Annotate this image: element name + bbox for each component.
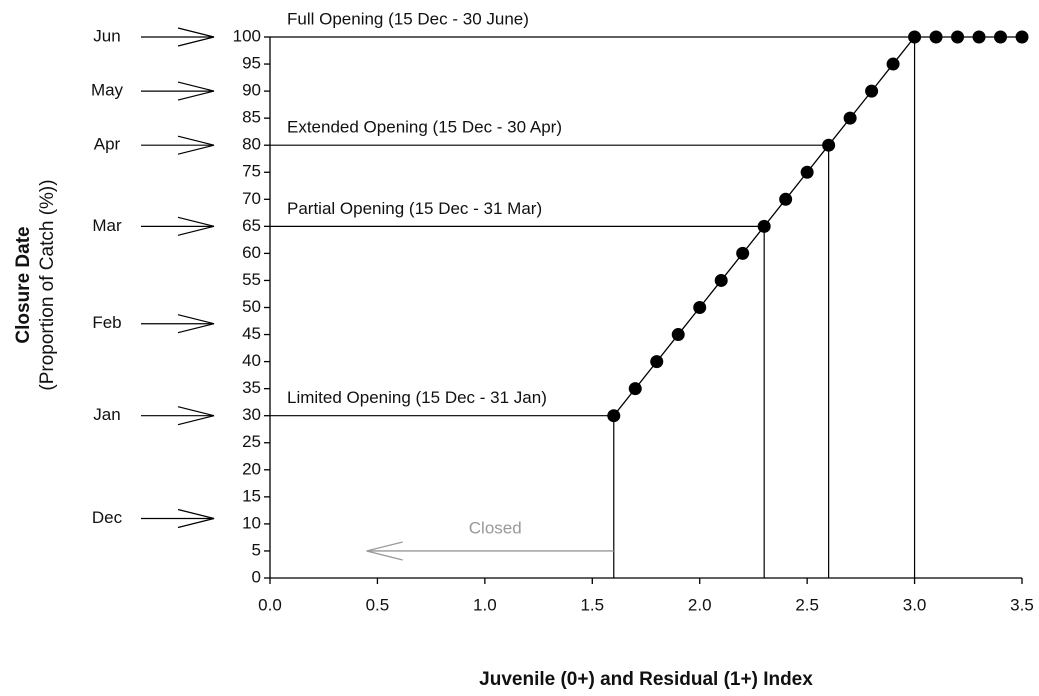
data-point	[1015, 30, 1029, 44]
data-point	[951, 30, 965, 44]
reference-label: Limited Opening (15 Dec - 31 Jan)	[287, 388, 547, 407]
data-point	[886, 57, 900, 71]
y-tick-label: 5	[252, 540, 261, 559]
reference-label: Full Opening (15 Dec - 30 June)	[287, 9, 529, 28]
y-tick-label: 100	[233, 26, 261, 45]
y-tick-label: 75	[242, 162, 261, 181]
y-tick-label: 65	[242, 216, 261, 235]
y-axis-subtitle: (Proportion of Catch (%))	[37, 179, 58, 390]
month-label: Jun	[93, 26, 120, 45]
data-point	[714, 273, 728, 287]
month-label: Feb	[92, 313, 121, 332]
month-arrowhead	[177, 216, 215, 236]
month-label: Jan	[93, 405, 120, 424]
data-point	[929, 30, 943, 44]
data-point	[779, 192, 793, 206]
data-point	[865, 84, 879, 98]
data-point	[736, 246, 750, 260]
closed-label: Closed	[469, 518, 522, 537]
y-tick-label: 10	[242, 513, 261, 532]
x-tick-label: 1.5	[580, 595, 604, 614]
reference-label: Extended Opening (15 Dec - 30 Apr)	[287, 118, 562, 137]
y-tick-label: 35	[242, 378, 261, 397]
closed-arrowhead	[366, 541, 403, 561]
y-tick-label: 25	[242, 432, 261, 451]
x-tick-label: 0.0	[258, 595, 282, 614]
y-tick-label: 55	[242, 270, 261, 289]
data-point	[650, 355, 664, 369]
month-arrowhead	[177, 27, 215, 47]
y-tick-label: 85	[242, 108, 261, 127]
month-label: Apr	[94, 135, 121, 154]
month-label: Mar	[92, 216, 122, 235]
y-tick-label: 20	[242, 459, 261, 478]
y-tick-label: 70	[242, 189, 261, 208]
data-point	[972, 30, 986, 44]
x-tick-label: 2.5	[795, 595, 819, 614]
month-arrowhead	[177, 508, 215, 529]
month-arrowhead	[177, 81, 215, 101]
data-point	[800, 165, 814, 179]
x-tick-label: 3.5	[1010, 595, 1034, 614]
month-arrowhead	[177, 135, 215, 155]
month-label: May	[91, 81, 124, 100]
data-point	[757, 219, 771, 233]
data-point	[843, 111, 857, 125]
y-axis-title: Closure Date	[13, 226, 34, 343]
y-tick-label: 80	[242, 135, 261, 154]
data-point	[671, 328, 685, 342]
y-tick-label: 0	[252, 567, 261, 586]
reference-label: Partial Opening (15 Dec - 31 Mar)	[287, 199, 542, 218]
x-tick-label: 0.5	[366, 595, 390, 614]
month-arrowhead	[177, 314, 215, 334]
y-tick-label: 50	[242, 297, 261, 316]
y-tick-label: 40	[242, 351, 261, 370]
data-point	[607, 409, 621, 423]
y-tick-label: 45	[242, 324, 261, 343]
data-point	[822, 138, 836, 152]
month-label: Dec	[92, 508, 123, 527]
x-axis-title: Juvenile (0+) and Residual (1+) Index	[479, 669, 813, 690]
data-point	[628, 382, 642, 396]
data-point	[693, 301, 707, 314]
x-tick-label: 3.0	[903, 595, 927, 614]
y-tick-label: 30	[242, 405, 261, 424]
data-point	[994, 30, 1008, 44]
x-tick-label: 1.0	[473, 595, 497, 614]
x-tick-label: 2.0	[688, 595, 712, 614]
y-tick-label: 60	[242, 243, 261, 262]
data-point	[908, 30, 922, 44]
y-tick-label: 95	[242, 54, 261, 73]
y-tick-label: 15	[242, 486, 261, 505]
y-tick-label: 90	[242, 81, 261, 100]
month-arrowhead	[177, 406, 215, 426]
